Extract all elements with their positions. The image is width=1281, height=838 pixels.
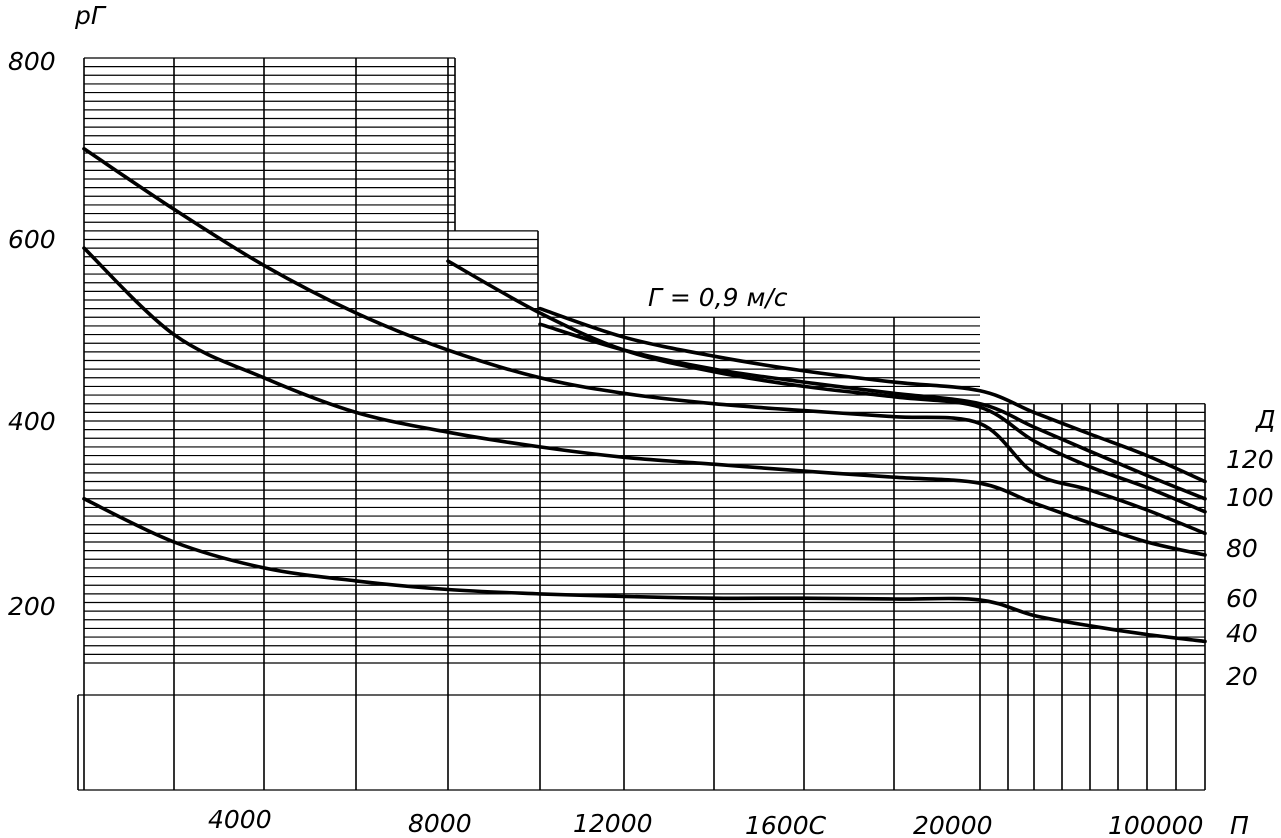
x-tick-label: 1600С	[745, 811, 827, 838]
series-label: 40	[1226, 619, 1258, 648]
series-line-80	[446, 259, 1207, 514]
chart-annotation: Г = 0,9 м/с	[648, 283, 788, 312]
legend-title: Д	[1255, 405, 1276, 434]
x-tick-label: 20000	[913, 811, 993, 838]
chart-curves	[82, 147, 1207, 644]
series-label: 60	[1226, 584, 1258, 613]
x-tick-label: 12000	[573, 809, 653, 838]
y-tick-label: 600	[8, 225, 56, 254]
x-tick-label: 8000	[408, 809, 472, 838]
y-axis-label: pГ	[74, 1, 107, 30]
x-tick-label: 100000	[1108, 811, 1203, 838]
series-line-60	[82, 147, 1207, 536]
x-axis-label: П	[1230, 811, 1249, 838]
series-label: 100	[1226, 483, 1274, 512]
series-label: 120	[1226, 445, 1274, 474]
series-line-40	[82, 246, 1207, 557]
series-line-120	[538, 306, 1207, 484]
y-tick-label: 800	[8, 47, 56, 76]
y-tick-label: 200	[8, 592, 56, 621]
series-label: 20	[1226, 662, 1258, 691]
chart-grid	[77, 57, 1206, 791]
x-tick-label: 4000	[208, 805, 272, 834]
series-label: 80	[1226, 534, 1258, 563]
series-line-20	[82, 497, 1207, 644]
y-tick-label: 400	[8, 407, 56, 436]
